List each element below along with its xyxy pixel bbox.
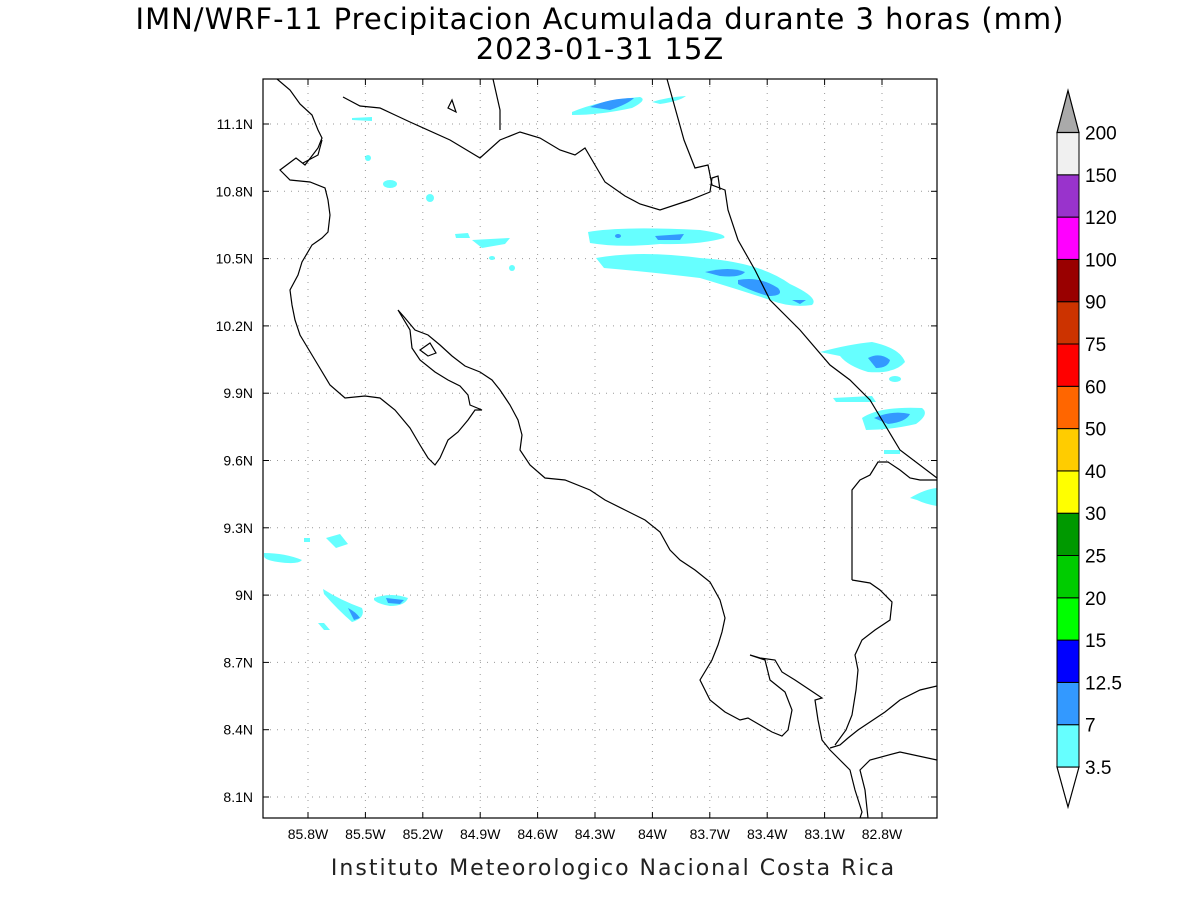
longitude-labels: 85.8W 85.5W 85.2W 84.9W 84.6W 84.3W 84W 83.7W 83… [288,826,903,842]
precip-light-areas [264,96,937,630]
caribbean-coast [492,79,937,479]
colorbar-swatch [1056,639,1080,683]
lat-tick-label: 9.6N [223,453,253,469]
small-island [447,98,458,114]
colorbar-label: 100 [1085,250,1117,271]
lat-tick-label: 10.8N [216,183,253,199]
colorbar-label: 75 [1085,335,1106,356]
colorbar-upper-arrow [1056,88,1080,134]
map-valid-time: 2023-01-31 15Z [475,32,725,66]
colorbar-swatch [1056,301,1080,345]
colorbar-label: 120 [1085,208,1117,229]
map-frame [262,78,938,819]
nicoya-pacific-coast [276,79,937,818]
lon-tick-label: 83.7W [690,826,731,842]
colorbar-swatch [1056,216,1080,260]
colorbar-swatch [1056,512,1080,557]
lon-tick-label: 84.9W [460,826,501,842]
lon-tick-label: 85.2W [403,826,444,842]
colorbar-lower-arrow [1056,766,1080,810]
colorbar-label: 12.5 [1085,673,1122,694]
precipitation-layer [264,96,937,630]
lon-tick-label: 84W [638,826,668,842]
lon-tick-label: 84.3W [575,826,616,842]
lon-tick-label: 83.4W [747,826,788,842]
colorbar-swatch [1056,470,1080,514]
lat-tick-label: 9.3N [223,520,253,536]
lon-tick-label: 85.5W [345,826,386,842]
precip-medium-areas [348,98,910,620]
colorbar-label: 90 [1085,293,1106,314]
latitude-labels: 11.1N 10.8N 10.5N 10.2N 9.9N 9.6N 9.3N 9N 8.7N 8.… [216,116,253,805]
colorbar-swatch [1056,597,1080,641]
lon-tick-label: 83.1W [804,826,845,842]
colorbar-swatch [1056,385,1080,430]
small-lake [418,342,437,357]
colorbar-label: 60 [1085,377,1106,398]
colorbar-label: 40 [1085,462,1106,483]
lat-tick-label: 9.9N [223,385,253,401]
colorbar-swatch [1056,724,1080,768]
nicaragua-lake-shore [302,139,323,164]
lat-tick-label: 9N [235,587,253,603]
panama-border [829,461,937,749]
colorbar-label: 15 [1085,631,1106,652]
credit-footer: Instituto Meteorologico Nacional Costa R… [330,856,897,881]
colorbar-swatch [1056,428,1080,472]
colorbar-swatch [1056,174,1080,218]
lat-tick-label: 8.7N [223,654,253,670]
colorbar-swatch [1056,681,1080,726]
coastline-layer [276,79,937,818]
axis-ticks [263,79,937,818]
colorbar-swatch [1056,132,1080,176]
lon-tick-label: 84.6W [517,826,558,842]
colorbar-label: 30 [1085,504,1106,525]
colorbar-label: 7 [1085,716,1096,737]
colorbar-label: 25 [1085,547,1106,568]
lat-tick-label: 8.4N [223,722,253,738]
precipitation-colorbar: 3.5 7 12.5 15 20 25 30 40 50 60 75 90 100 120 150 200 [1056,88,1122,810]
colorbar-label: 150 [1085,166,1117,187]
lat-tick-label: 10.5N [216,251,253,267]
colorbar-label: 200 [1085,124,1117,145]
lat-tick-label: 10.2N [216,318,253,334]
colorbar-swatch [1056,555,1080,599]
colorbar-label: 20 [1085,589,1106,610]
lat-tick-label: 8.1N [223,789,253,805]
lon-tick-label: 82.8W [862,826,903,842]
colorbar-swatch [1056,343,1080,387]
gridlines [263,79,937,818]
lat-tick-label: 11.1N [217,116,253,132]
map-title: IMN/WRF-11 Precipitacion Acumulada duran… [135,2,1065,36]
lon-tick-label: 85.8W [288,826,329,842]
nicaragua-border [342,96,721,211]
colorbar-label: 3.5 [1085,758,1111,779]
colorbar-label: 50 [1085,420,1106,441]
colorbar-swatch [1056,258,1080,303]
